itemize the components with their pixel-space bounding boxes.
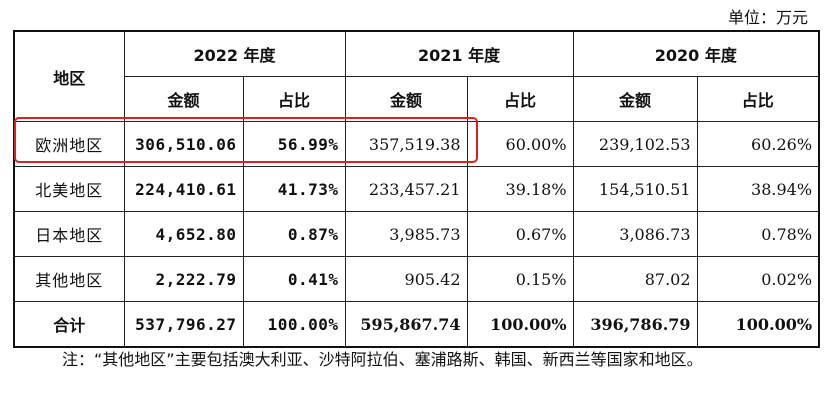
share-2022-cell: 0.41% (242, 256, 346, 302)
share-2020-cell: 0.02% (696, 256, 820, 302)
header-row-years: 地区 2022 年度 2021 年度 2020 年度 (13, 30, 820, 122)
amount-2020-cell: 3,086.73 (572, 211, 698, 257)
total-share-2022-cell: 100.00% (242, 301, 346, 348)
share-2020-cell: 60.26% (696, 121, 820, 167)
header-share-2020: 占比 (696, 76, 820, 122)
header-share-2021: 占比 (466, 76, 574, 122)
amount-2022-cell: 306,510.06 (123, 121, 244, 167)
amount-2021-cell: 905.42 (344, 256, 468, 302)
amount-2021-cell: 3,985.73 (344, 211, 468, 257)
table-row: 北美地区 224,410.61 41.73% 233,457.21 39.18%… (13, 166, 820, 212)
table-row: 日本地区 4,652.80 0.87% 3,985.73 0.67% 3,086… (13, 211, 820, 257)
header-share-2022: 占比 (242, 76, 346, 122)
share-2020-cell: 0.78% (696, 211, 820, 257)
header-year-2020: 2020 年度 (572, 30, 820, 77)
total-row: 合计 537,796.27 100.00% 595,867.74 100.00%… (13, 301, 820, 348)
region-cell: 欧洲地区 (13, 121, 125, 167)
header-amount-2022: 金额 (123, 76, 244, 122)
amount-2020-cell: 239,102.53 (572, 121, 698, 167)
amount-2020-cell: 87.02 (572, 256, 698, 302)
amount-2022-cell: 2,222.79 (123, 256, 244, 302)
total-amount-2021-cell: 595,867.74 (344, 301, 468, 348)
amount-2021-cell: 233,457.21 (344, 166, 468, 212)
amount-2022-cell: 224,410.61 (123, 166, 244, 212)
revenue-by-region-table: 地区 2022 年度 2021 年度 2020 年度 金额 占比 金额 占比 金… (13, 30, 821, 348)
header-year-2022: 2022 年度 (123, 30, 346, 77)
share-2022-cell: 0.87% (242, 211, 346, 257)
table-row: 其他地区 2,222.79 0.41% 905.42 0.15% 87.02 0… (13, 256, 820, 302)
header-year-2021: 2021 年度 (344, 30, 574, 77)
share-2021-cell: 60.00% (466, 121, 574, 167)
region-cell: 其他地区 (13, 256, 125, 302)
region-cell: 北美地区 (13, 166, 125, 212)
share-2021-cell: 39.18% (466, 166, 574, 212)
unit-label: 单位：万元 (727, 8, 808, 27)
footnote: 注：“其他地区”主要包括澳大利亚、沙特阿拉伯、塞浦路斯、韩国、新西兰等国家和地区… (62, 350, 703, 369)
table-row: 欧洲地区 306,510.06 56.99% 357,519.38 60.00%… (13, 121, 820, 167)
header-amount-2021: 金额 (344, 76, 468, 122)
share-2022-cell: 41.73% (242, 166, 346, 212)
amount-2022-cell: 4,652.80 (123, 211, 244, 257)
header-amount-2020: 金额 (572, 76, 698, 122)
header-region: 地区 (13, 30, 125, 122)
total-amount-2020-cell: 396,786.79 (572, 301, 698, 348)
total-label-cell: 合计 (13, 301, 125, 348)
region-cell: 日本地区 (13, 211, 125, 257)
share-2020-cell: 38.94% (696, 166, 820, 212)
total-amount-2022-cell: 537,796.27 (123, 301, 244, 348)
amount-2021-cell: 357,519.38 (344, 121, 468, 167)
amount-2020-cell: 154,510.51 (572, 166, 698, 212)
share-2021-cell: 0.15% (466, 256, 574, 302)
share-2021-cell: 0.67% (466, 211, 574, 257)
share-2022-cell: 56.99% (242, 121, 346, 167)
total-share-2020-cell: 100.00% (696, 301, 820, 348)
total-share-2021-cell: 100.00% (466, 301, 574, 348)
header-row-metrics: 金额 占比 金额 占比 金额 占比 (14, 76, 820, 122)
